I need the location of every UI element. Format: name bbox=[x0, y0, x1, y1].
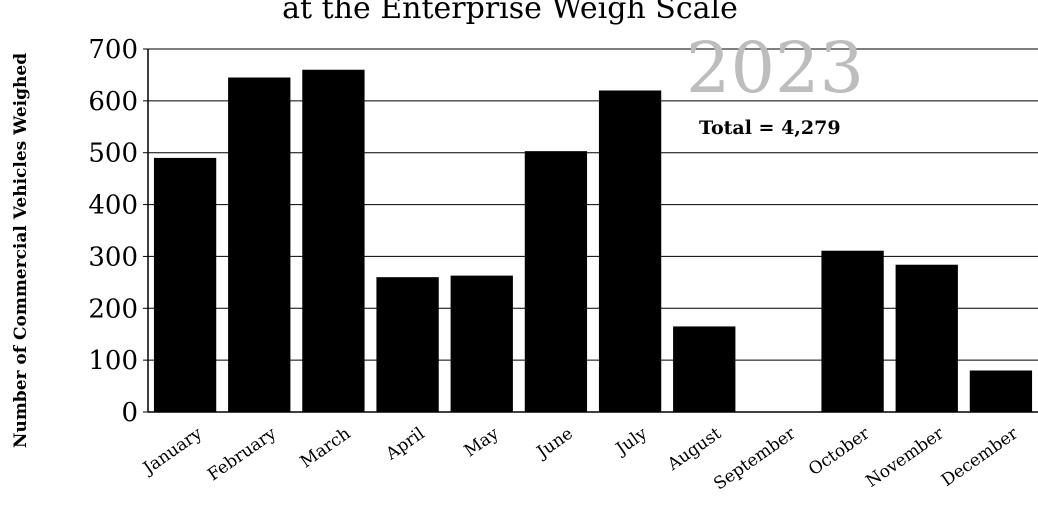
x-tick-label-august: August bbox=[663, 424, 725, 476]
bar-may bbox=[450, 275, 513, 412]
bar-march bbox=[302, 69, 365, 412]
x-tick-label-september: September bbox=[710, 423, 800, 494]
x-tick-label-december: December bbox=[938, 423, 1023, 491]
y-tick-label: 100 bbox=[88, 346, 138, 376]
y-tick-label: 500 bbox=[88, 139, 138, 169]
y-tick-label: 400 bbox=[88, 191, 138, 221]
y-tick-label: 300 bbox=[88, 242, 138, 272]
total-annotation: Total = 4,279 bbox=[699, 117, 841, 139]
bar-february bbox=[228, 77, 291, 413]
x-tick-label-october: October bbox=[805, 423, 874, 480]
y-tick-label: 0 bbox=[121, 398, 138, 428]
bar-june bbox=[524, 151, 588, 412]
bar-december bbox=[969, 370, 1033, 412]
gridlines bbox=[148, 48, 1038, 361]
bar-april bbox=[376, 277, 439, 412]
x-tick-label-february: February bbox=[204, 423, 280, 485]
bars bbox=[153, 69, 1033, 413]
x-tick-label-march: March bbox=[297, 424, 354, 473]
axes bbox=[143, 48, 1038, 413]
bar-october bbox=[821, 250, 884, 412]
x-tick-label-november: November bbox=[862, 423, 948, 491]
x-tick-label-may: May bbox=[461, 423, 503, 461]
year-annotation: 2023 bbox=[686, 27, 864, 109]
bar-november bbox=[895, 264, 958, 412]
bar-july bbox=[598, 90, 662, 412]
y-axis-label: Number of Commercial Vehicles Weighed bbox=[11, 53, 31, 448]
y-tick-label: 600 bbox=[88, 87, 138, 117]
chart-title: at the Enterprise Weigh Scale bbox=[282, 0, 738, 26]
y-tick-label: 700 bbox=[88, 35, 138, 65]
y-tick-label: 200 bbox=[88, 294, 138, 324]
bar-january bbox=[153, 157, 217, 412]
bar-august bbox=[673, 326, 736, 412]
x-tick-label-january: January bbox=[138, 423, 206, 479]
y-tick-labels: 0 100 200 300 400 500 600 700 bbox=[88, 35, 138, 428]
x-tick-label-july: July bbox=[611, 423, 651, 460]
y-axis-label-group: Number of Commercial Vehicles Weighed bbox=[11, 53, 31, 448]
x-tick-label-april: April bbox=[382, 424, 429, 465]
x-tick-label-june: June bbox=[532, 424, 577, 464]
